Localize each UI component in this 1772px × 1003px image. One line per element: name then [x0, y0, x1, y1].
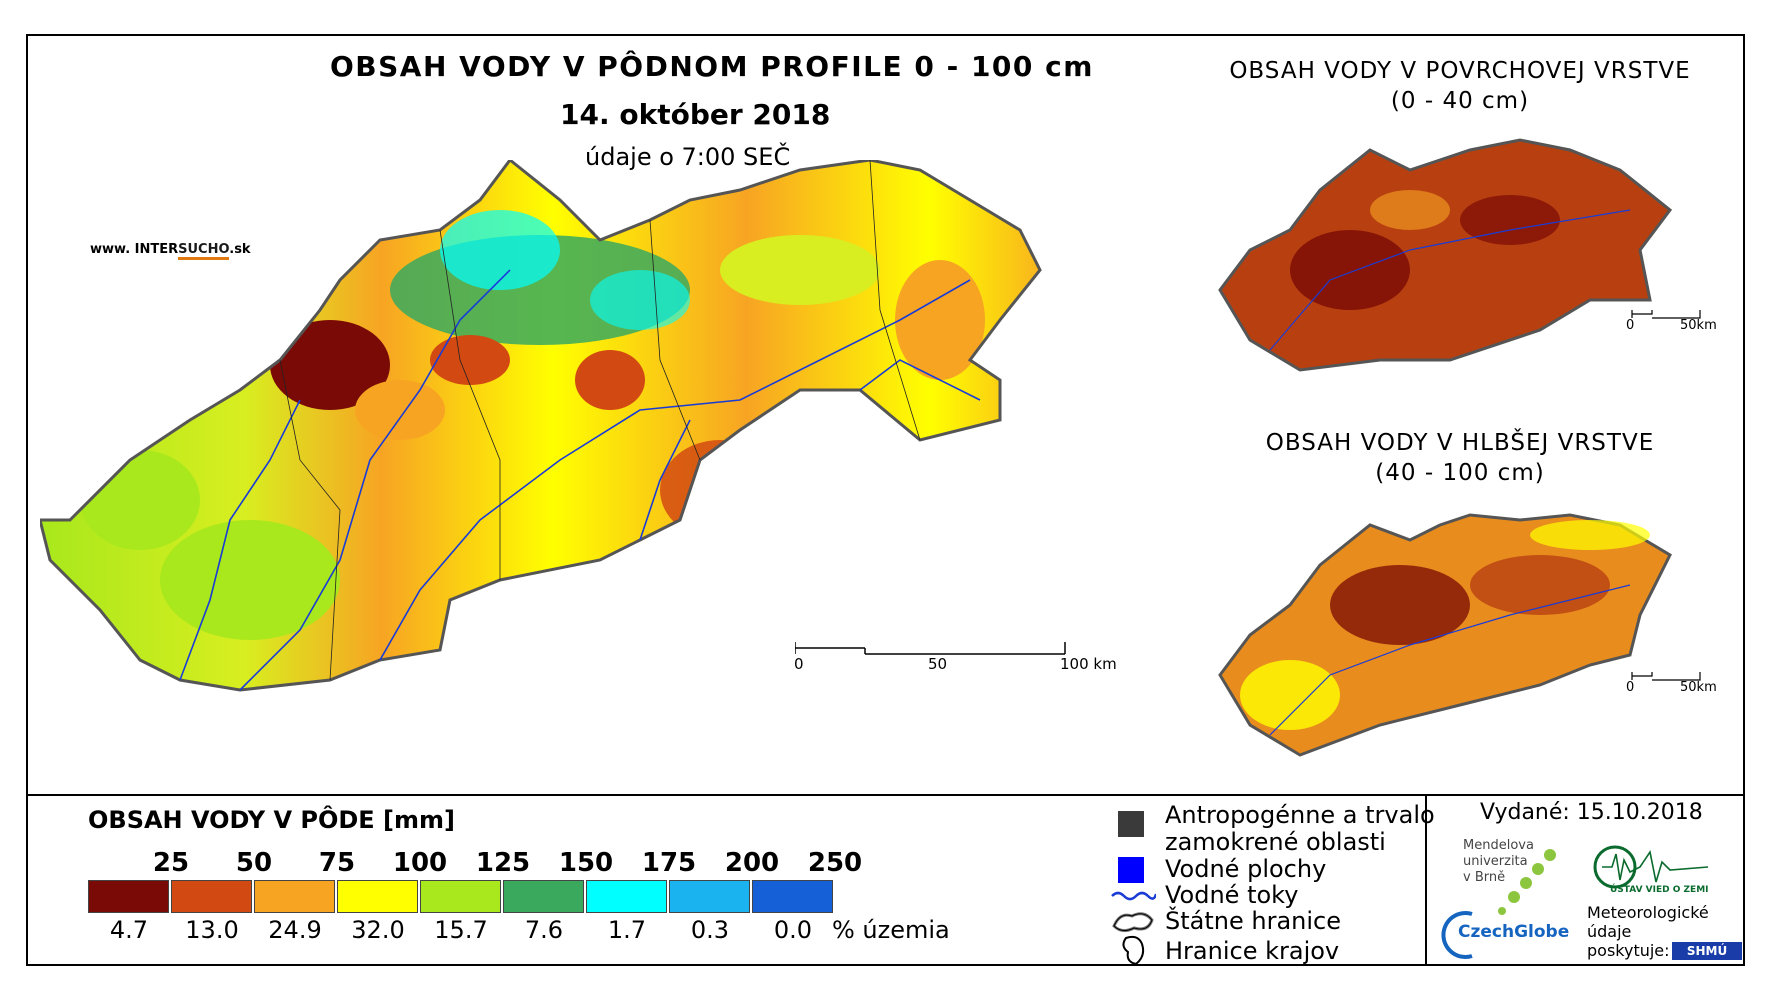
logo-divider — [1425, 794, 1427, 966]
mendel-dots-logo — [1498, 849, 1556, 915]
czechglobe-logo: CzechGlobe — [1458, 922, 1570, 942]
inset-top-scale-end: 50km — [1680, 318, 1717, 333]
river-symbol — [1111, 891, 1156, 901]
inset-top-title-1: OBSAH VODY V POVRCHOVEJ VRSTVE — [1229, 58, 1691, 84]
legend-swatch — [503, 880, 584, 913]
legend-percentage: 13.0 — [185, 916, 239, 944]
legend-swatch — [586, 880, 667, 913]
legend-class-label: 175 — [641, 848, 697, 878]
legend-swatch — [254, 880, 335, 913]
ustav-vied-logo — [1593, 845, 1709, 889]
main-soil-water-map — [40, 160, 1042, 692]
scale-mid: 50 — [928, 655, 948, 673]
legend-class-label: 25 — [152, 848, 190, 878]
anthropogenic-area-symbol — [1118, 811, 1144, 837]
legend-class-label: 150 — [558, 848, 614, 878]
water-body-label: Vodné plochy — [1165, 855, 1327, 883]
legend-class-label: 250 — [807, 848, 863, 878]
inset-top-scale-zero: 0 — [1626, 318, 1635, 333]
state-border-label: Štátne hranice — [1165, 907, 1341, 935]
main-scale-bar — [795, 642, 1066, 655]
anthro-label-2: zamokrené oblasti — [1165, 828, 1386, 856]
legend-class-label: 200 — [724, 848, 780, 878]
legend-class-label: 75 — [318, 848, 356, 878]
inset-top-title-2: (0 - 40 cm) — [1390, 88, 1530, 114]
river-label: Vodné toky — [1165, 881, 1299, 909]
inset-bottom-title-1: OBSAH VODY V HLBŠEJ VRSTVE — [1265, 430, 1655, 456]
legend-percentage: 0.3 — [690, 916, 730, 944]
legend-swatch — [752, 880, 833, 913]
regional-border-label: Hranice krajov — [1165, 937, 1340, 965]
inset-top-scale — [1631, 310, 1701, 319]
legend-title: OBSAH VODY V PÔDE [mm] — [88, 806, 456, 834]
map-title: OBSAH VODY V PÔDNOM PROFILE 0 - 100 cm — [330, 50, 1094, 83]
water-body-symbol — [1118, 857, 1144, 883]
website-link[interactable]: www. INTERSUCHO.sk — [90, 242, 251, 260]
scale-zero: 0 — [794, 655, 804, 673]
legend-swatch — [171, 880, 252, 913]
legend-swatch — [669, 880, 750, 913]
inset-bottom-title-2: (40 - 100 cm) — [1375, 460, 1545, 486]
scale-end: 100 km — [1060, 655, 1117, 673]
czechglobe-arc-logo — [1441, 911, 1473, 959]
regional-border-symbol — [1122, 935, 1145, 966]
shmu-logo: SHMÚ — [1672, 942, 1742, 960]
inset-bottom-scale-zero: 0 — [1626, 680, 1635, 695]
legend-percentage: 24.9 — [268, 916, 322, 944]
time-note: údaje o 7:00 SEČ — [585, 143, 791, 171]
legend-swatch — [88, 880, 169, 913]
legend-divider — [26, 794, 1745, 796]
legend-percentage: 0.0 — [773, 916, 813, 944]
inset-bottom-scale-end: 50km — [1680, 680, 1717, 695]
legend-percentage: 4.7 — [109, 916, 149, 944]
inset-bottom-scale — [1631, 672, 1701, 681]
legend-percentage: 15.7 — [434, 916, 488, 944]
legend-class-label: 100 — [392, 848, 448, 878]
ustav-vied-text: ÚSTAV VIED O ZEMI — [1610, 885, 1709, 895]
legend-swatch — [337, 880, 418, 913]
surface-layer-map — [1218, 138, 1673, 372]
legend-class-label: 125 — [475, 848, 531, 878]
legend-percentage: 32.0 — [351, 916, 405, 944]
mendel-logo-text: Mendelova univerzita v Brně — [1463, 838, 1534, 885]
percent-unit-label: % územia — [832, 916, 950, 944]
issued-date: Vydané: 15.10.2018 — [1480, 800, 1703, 825]
deeper-layer-map — [1218, 513, 1672, 757]
legend-percentage: 1.7 — [607, 916, 647, 944]
legend-percentage: 7.6 — [524, 916, 564, 944]
legend-class-label: 50 — [235, 848, 273, 878]
meteo-provider-text: Meteorologické údaje poskytuje: — [1587, 903, 1709, 960]
legend-swatch — [420, 880, 501, 913]
anthro-label-1: Antropogénne a trvalo — [1165, 801, 1435, 829]
map-date: 14. október 2018 — [560, 98, 831, 131]
state-border-symbol — [1112, 912, 1154, 933]
